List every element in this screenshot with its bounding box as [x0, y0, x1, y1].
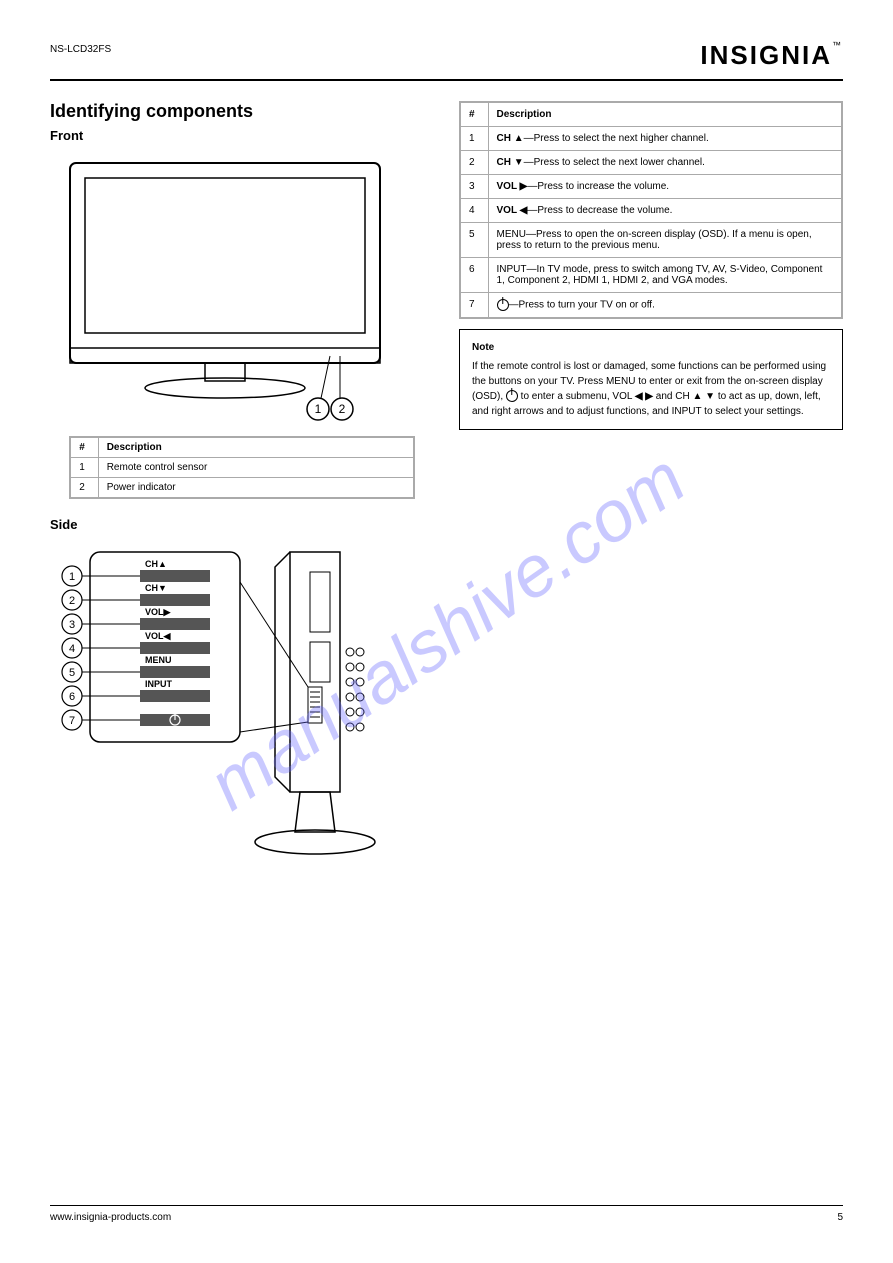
- left-column: Identifying components Front 1 2: [50, 101, 434, 885]
- cell-desc: CH ▼—Press to select the next lower chan…: [488, 151, 842, 175]
- heading-front: Front: [50, 128, 434, 143]
- th-desc: Description: [98, 437, 414, 458]
- right-column: # Description 1 CH ▲—Press to select the…: [459, 101, 843, 885]
- btn-name: VOL: [497, 181, 520, 192]
- main-content: Identifying components Front 1 2: [50, 101, 843, 885]
- btn-name: CH: [497, 133, 514, 144]
- note-text-2: to enter a submenu, VOL: [521, 391, 635, 402]
- svg-text:1: 1: [69, 571, 75, 583]
- brand-logo: INSIGNIA™: [700, 40, 843, 71]
- cell-num: 7: [460, 293, 488, 319]
- model-number: NS-LCD32FS: [50, 44, 111, 55]
- svg-text:VOL▶: VOL▶: [145, 607, 172, 617]
- svg-text:VOL◀: VOL◀: [145, 631, 172, 641]
- desc-text: —Press to select the next lower channel.: [524, 157, 705, 168]
- desc-text: —Press to turn your TV on or off.: [509, 300, 655, 311]
- svg-text:INPUT: INPUT: [145, 679, 173, 689]
- btn-name: CH: [497, 157, 514, 168]
- power-icon: [506, 390, 518, 402]
- table-row: 2 Power indicator: [70, 478, 414, 499]
- svg-text:5: 5: [69, 667, 75, 679]
- tv-front-diagram: 1 2: [50, 153, 434, 426]
- cell-desc: Power indicator: [98, 478, 414, 499]
- svg-text:3: 3: [69, 619, 75, 631]
- cell-num: 4: [460, 199, 488, 223]
- page-header: INSIGNIA™: [50, 40, 843, 81]
- front-callout-table: # Description 1 Remote control sensor 2 …: [69, 436, 415, 499]
- cell-desc: Remote control sensor: [98, 458, 414, 478]
- cell-desc: VOL ▶—Press to increase the volume.: [488, 175, 842, 199]
- th-num: #: [460, 102, 488, 127]
- vol-arrows-icon: ◀ ▶: [635, 391, 653, 402]
- cell-desc: MENU—Press to open the on-screen display…: [488, 223, 842, 258]
- cell-num: 1: [70, 458, 98, 478]
- note-text-3: and CH: [656, 391, 693, 402]
- svg-text:CH▼: CH▼: [145, 583, 167, 593]
- table-row: 3 VOL ▶—Press to increase the volume.: [460, 175, 842, 199]
- cell-num: 5: [460, 223, 488, 258]
- note-box: Note If the remote control is lost or da…: [459, 329, 843, 430]
- up-arrow-icon: ▲: [514, 133, 524, 144]
- heading-identifying: Identifying components: [50, 101, 434, 122]
- cell-desc: CH ▲—Press to select the next higher cha…: [488, 127, 842, 151]
- table-row: 1 CH ▲—Press to select the next higher c…: [460, 127, 842, 151]
- cell-desc: VOL ◀—Press to decrease the volume.: [488, 199, 842, 223]
- table-row: 7 —Press to turn your TV on or off.: [460, 293, 842, 319]
- brand-name: INSIGNIA: [700, 40, 832, 70]
- svg-text:1: 1: [315, 402, 322, 416]
- footer-link: www.insignia-products.com: [50, 1212, 171, 1223]
- heading-side: Side: [50, 517, 434, 532]
- table-row: 4 VOL ◀—Press to decrease the volume.: [460, 199, 842, 223]
- btn-name: VOL: [497, 205, 520, 216]
- svg-text:CH▲: CH▲: [145, 559, 167, 569]
- page-footer: www.insignia-products.com 5: [50, 1205, 843, 1223]
- th-desc: Description: [488, 102, 842, 127]
- table-row: 6 INPUT—In TV mode, press to switch amon…: [460, 258, 842, 293]
- table-row: 2 CH ▼—Press to select the next lower ch…: [460, 151, 842, 175]
- table-row: 5 MENU—Press to open the on-screen displ…: [460, 223, 842, 258]
- down-arrow-icon: ▼: [514, 157, 524, 168]
- desc-text: —Press to select the next higher channel…: [524, 133, 709, 144]
- trademark: ™: [832, 40, 843, 50]
- svg-text:6: 6: [69, 691, 75, 703]
- cell-desc: —Press to turn your TV on or off.: [488, 293, 842, 319]
- cell-num: 3: [460, 175, 488, 199]
- cell-num: 6: [460, 258, 488, 293]
- power-icon: [497, 299, 509, 311]
- page-number: 5: [837, 1212, 843, 1223]
- svg-text:4: 4: [69, 643, 75, 655]
- svg-text:2: 2: [339, 402, 346, 416]
- cell-num: 1: [460, 127, 488, 151]
- note-label: Note: [472, 340, 830, 355]
- cell-desc: INPUT—In TV mode, press to switch among …: [488, 258, 842, 293]
- table-row: 1 Remote control sensor: [70, 458, 414, 478]
- cell-num: 2: [460, 151, 488, 175]
- th-num: #: [70, 437, 98, 458]
- tv-side-diagram: CH▲ CH▼ VOL▶ VOL◀ MENU INPUT 1 2 3 4 5 6…: [50, 542, 434, 875]
- desc-text: —Press to increase the volume.: [527, 181, 669, 192]
- desc-text: —Press to decrease the volume.: [527, 205, 672, 216]
- svg-text:2: 2: [69, 595, 75, 607]
- svg-text:MENU: MENU: [145, 655, 172, 665]
- side-button-table: # Description 1 CH ▲—Press to select the…: [459, 101, 843, 319]
- svg-text:7: 7: [69, 715, 75, 727]
- cell-num: 2: [70, 478, 98, 499]
- ch-arrows-icon: ▲ ▼: [692, 391, 715, 402]
